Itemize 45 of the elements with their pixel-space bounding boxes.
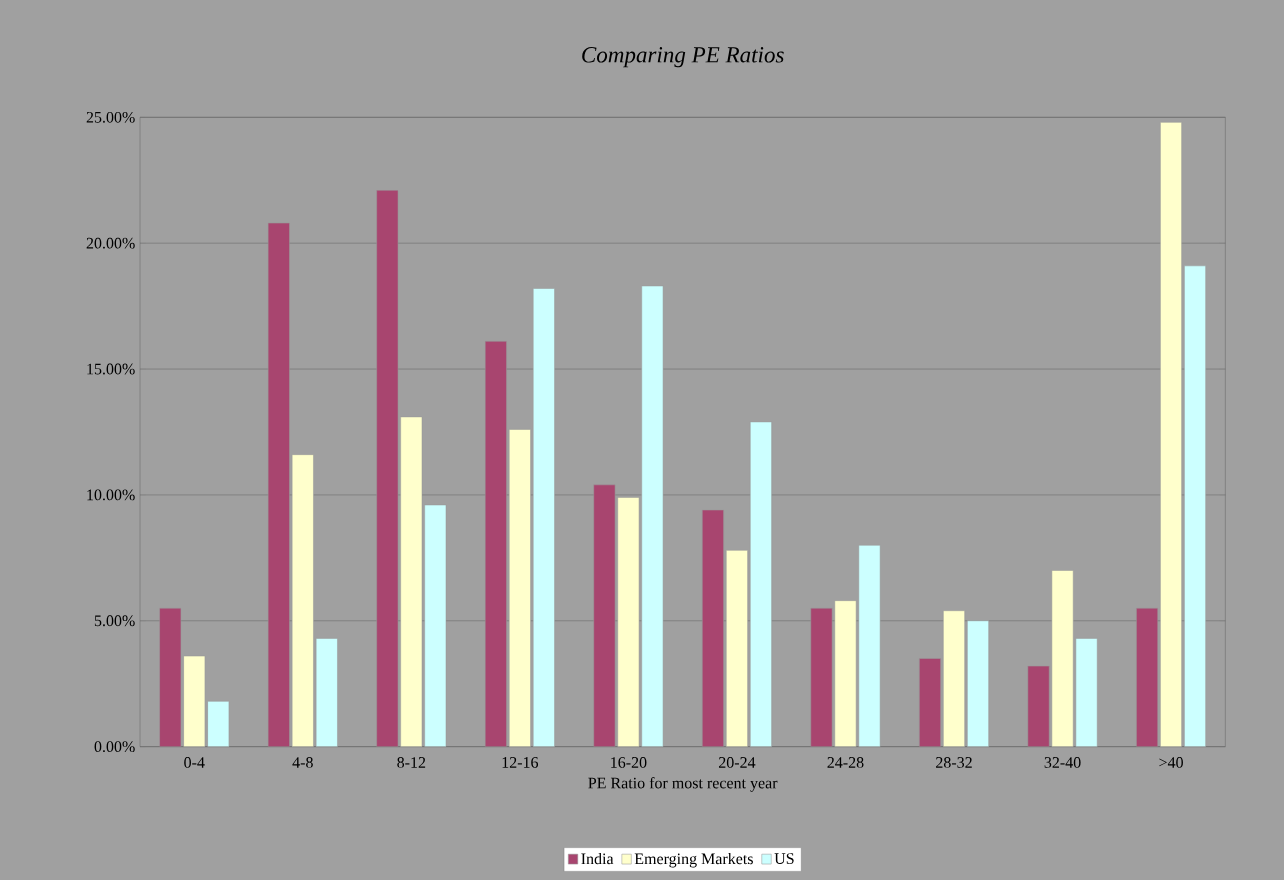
legend-label: Emerging Markets — [634, 852, 753, 868]
bar — [484, 341, 507, 747]
bar — [315, 638, 338, 747]
legend-label: India — [581, 852, 614, 865]
bar — [967, 620, 989, 747]
y-tick-label: 5.00% — [94, 615, 135, 627]
bar — [1075, 638, 1098, 747]
bar — [726, 550, 748, 747]
y-tick-label: 20.00% — [86, 237, 135, 249]
bar — [943, 610, 965, 747]
x-tick-label: >40 — [1159, 757, 1183, 768]
bar — [1160, 122, 1183, 747]
bar — [508, 429, 531, 747]
chart-title: Comparing PE Ratios — [582, 47, 784, 68]
bar — [400, 416, 423, 747]
y-tick-label: 10.00% — [87, 489, 135, 501]
x-axis-title: PE Ratio for most recent year — [588, 777, 778, 792]
x-tick-label: 28-32 — [936, 757, 972, 768]
bar — [617, 497, 640, 747]
bar — [641, 285, 664, 747]
bar — [207, 701, 230, 747]
bar — [424, 504, 447, 747]
bar — [1136, 607, 1159, 747]
x-tick-label: 24-28 — [827, 757, 864, 768]
bar — [702, 509, 724, 747]
x-tick-label: 16-20 — [611, 757, 647, 768]
x-tick-label: 20-24 — [718, 757, 756, 768]
x-tick-label: 32-40 — [1044, 757, 1081, 768]
bar — [919, 658, 941, 747]
bar — [1051, 570, 1074, 747]
x-tick-label: 12-16 — [502, 757, 539, 768]
y-tick-label: 15.00% — [87, 363, 135, 375]
legend-label: US — [774, 853, 794, 864]
y-tick-label: 25.00% — [86, 111, 135, 123]
bar — [183, 655, 206, 747]
x-tick-label: 4-8 — [292, 757, 313, 768]
bar — [532, 288, 555, 747]
bar — [858, 545, 881, 747]
bar — [750, 421, 772, 747]
y-tick-label: 0.00% — [94, 741, 135, 753]
x-tick-label: 8-12 — [397, 757, 426, 768]
x-tick-label: 0-4 — [184, 757, 205, 768]
bar — [834, 600, 857, 747]
bar — [1184, 265, 1206, 747]
bar — [291, 454, 314, 747]
